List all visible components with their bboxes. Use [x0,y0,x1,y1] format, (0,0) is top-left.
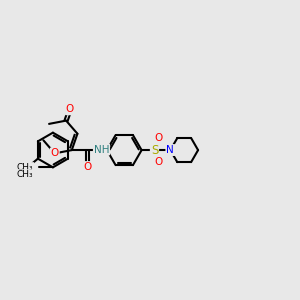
Text: O: O [66,104,74,114]
Text: O: O [154,133,163,143]
Text: O: O [154,157,163,167]
Text: NH: NH [94,145,109,154]
Text: S: S [151,144,158,157]
Text: O: O [83,162,92,172]
Text: N: N [167,145,174,155]
Text: O: O [51,148,59,158]
Text: N: N [167,145,174,155]
Text: CH₃: CH₃ [17,163,34,172]
Text: CH₃: CH₃ [17,170,33,179]
